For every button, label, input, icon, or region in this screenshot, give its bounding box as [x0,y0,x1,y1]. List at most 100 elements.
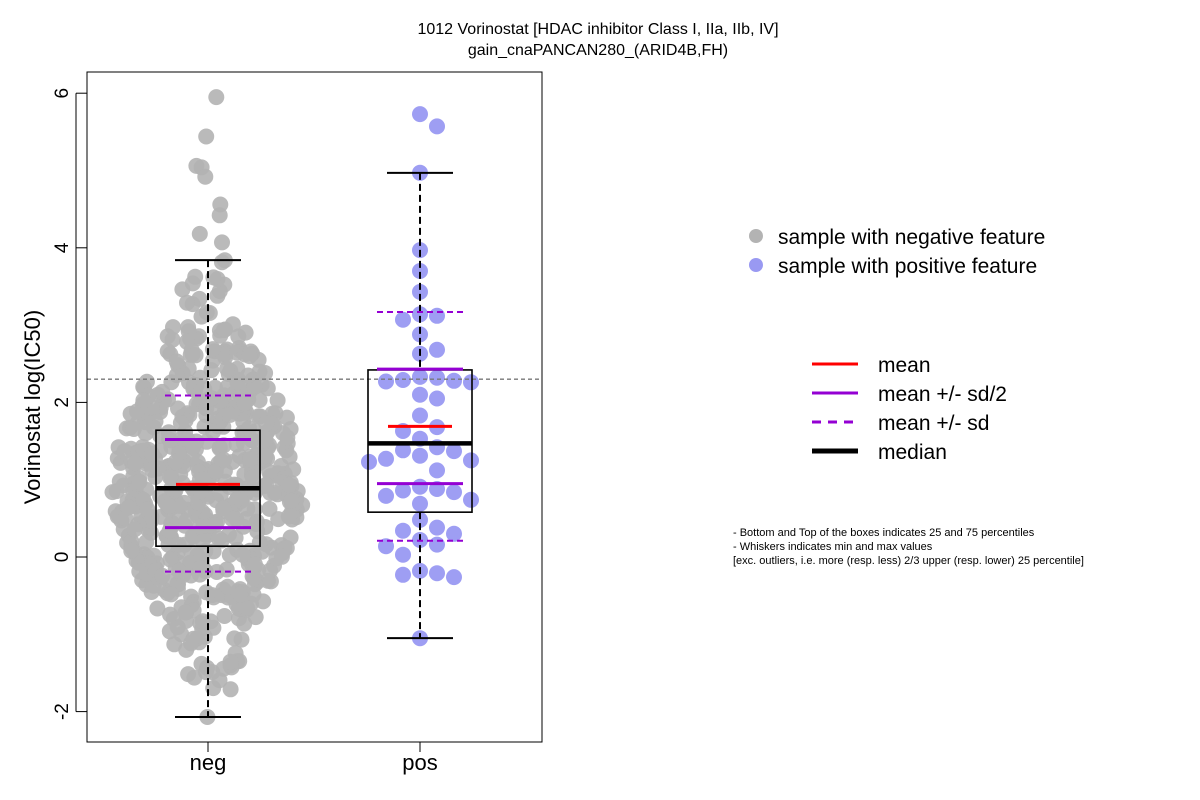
neg-sample-point [210,530,227,547]
footnote-line: [exc. outliers, i.e. more (resp. less) 2… [733,555,1084,567]
neg-sample-point [285,461,302,478]
neg-sample-point [191,225,208,242]
neg-sample-point [205,423,222,440]
neg-sample-point [138,373,155,390]
neg-sample-point [273,548,290,565]
legend-label: sample with positive feature [778,255,1037,278]
neg-sample-point [120,499,137,516]
neg-sample-point [184,346,201,363]
pos-sample-point [412,478,428,495]
legend-label: sample with negative feature [778,226,1045,249]
neg-sample-point [191,290,208,307]
neg-sample-point [259,380,276,397]
neg-sample-point [235,435,252,451]
neg-sample-point [208,89,225,106]
pos-sample-point [429,536,445,553]
legend-points: sample with negative feature sample with … [749,226,1045,278]
neg-sample-point [125,421,142,437]
neg-sample-point [144,445,160,462]
pos-sample-point [412,306,428,323]
neg-sample-point [255,593,272,610]
legend-marker [749,229,763,243]
neg-sample-point [214,234,230,251]
neg-sample-point [236,395,253,412]
pos-sample-point [463,374,479,391]
neg-sample-point [231,490,248,507]
neg-sample-point [246,556,263,573]
neg-sample-point [269,392,286,409]
neg-sample-point [181,374,197,391]
neg-sample-point [161,522,178,539]
pos-sample-point [395,311,411,328]
neg-sample-point [163,586,180,603]
legend-marker [749,258,763,272]
pos-sample-point [361,453,377,470]
pos-sample-point [378,538,394,555]
pos-sample-point [429,307,445,324]
neg-sample-point [242,451,259,468]
y-tick-label: 4 [52,242,73,253]
neg-sample-point [241,420,257,437]
neg-sample-point [246,501,263,518]
neg-sample-point [131,563,148,580]
neg-sample-point [149,600,166,617]
legend-lines: mean mean +/- sd/2 mean +/- sd median [812,354,1007,464]
y-tick-label: 6 [52,88,73,99]
pos-sample-point [412,106,428,123]
neg-sample-point [172,414,189,431]
legend-label: mean +/- sd/2 [878,383,1007,406]
pos-sample-point [429,341,445,358]
neg-sample-point [251,392,268,409]
neg-sample-point [216,608,233,624]
neg-sample-point [240,367,257,384]
plot-frame [86,71,543,743]
pos-sample-point [412,263,428,279]
neg-sample-point [205,619,222,636]
footnote-line: - Bottom and Top of the boxes indicates … [733,527,1035,539]
pos-sample-point [446,525,462,542]
pos-boxplot [367,171,473,640]
neg-sample-point [219,360,235,377]
pos-sample-point [429,369,445,386]
neg-sample-point [222,406,239,423]
neg-sample-point [226,630,243,647]
neg-sample-point [192,560,209,577]
neg-sample-point [154,567,171,584]
neg-sample-point [127,455,144,472]
neg-sample-point [183,635,199,652]
neg-sample-point [280,508,297,525]
neg-sample-point [201,391,218,407]
neg-sample-point [232,586,249,603]
neg-sample-point [201,305,218,321]
neg-sample-point [269,486,286,503]
pos-sample-point [412,283,428,300]
neg-sample-point [204,664,221,681]
neg-sample-point [241,348,258,365]
neg-sample-point [165,319,181,336]
y-axis-label: Vorinostat log(IC50) [20,310,45,504]
pos-sample-point [395,482,411,499]
neg-sample-point [281,448,298,465]
pos-sample-point [429,462,445,479]
neg-sample-point [104,484,121,501]
pos-sample-point [395,522,411,539]
neg-sample-point [178,333,195,350]
pos-sample-point [395,566,411,583]
chart-title-line2: gain_cnaPANCAN280_(ARID4B,FH) [468,42,728,59]
footnote-line: - Whiskers indicates min and max values [733,541,933,553]
pos-sample-point [412,495,428,512]
pos-sample-point [378,373,394,390]
pos-sample-point [446,569,462,586]
neg-sample-point [198,407,215,424]
neg-sample-point [222,653,239,670]
neg-sample-point [167,453,184,470]
neg-sample-point [179,294,195,311]
pos-sample-point [412,368,428,385]
neg-sample-point [207,463,224,480]
pos-sample-point [395,442,411,459]
neg-sample-point [197,168,214,185]
neg-sample-point [162,469,179,486]
neg-sample-point [258,415,275,432]
neg-sample-point [217,321,233,338]
